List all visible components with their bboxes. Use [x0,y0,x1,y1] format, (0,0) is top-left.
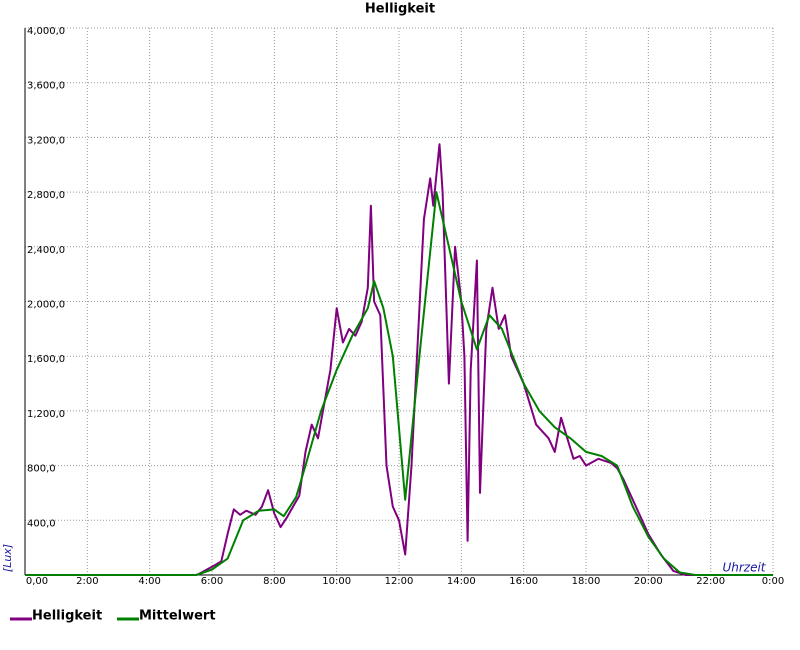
y-tick-label: 4,000,0 [27,26,65,37]
y-tick-label: 3,600,0 [27,81,65,92]
legend-label: Helligkeit [32,609,102,624]
y-tick-label: 2,000,0 [27,300,65,311]
chart-title: Helligkeit [365,2,435,17]
x-tick-label: 12:00 [385,576,414,587]
x-tick-label: 0:00 [762,576,784,587]
y-tick-label: 1,600,0 [27,354,65,365]
x-tick-label: 18:00 [572,576,601,587]
y-tick-label: 2,400,0 [27,245,65,256]
x-tick-label: 0,00 [26,576,48,587]
y-tick-label: 2,800,0 [27,190,65,201]
legend-label: Mittelwert [139,609,216,624]
y-axis-label: [Lux] [1,544,14,572]
y-tick-label: 1,200,0 [27,409,65,420]
x-tick-label: 2:00 [76,576,98,587]
series-line [25,143,773,576]
x-axis-label: Uhrzeit [722,561,766,575]
y-tick-label: 3,200,0 [27,135,65,146]
x-tick-label: 14:00 [447,576,476,587]
x-tick-label: 22:00 [696,576,725,587]
legend: Helligkeit Mittelwert [10,609,216,624]
series-line [25,191,773,576]
x-tick-label: 6:00 [201,576,223,587]
x-tick-label: 10:00 [322,576,351,587]
x-tick-label: 8:00 [263,576,285,587]
x-tick-label: 4:00 [138,576,160,587]
x-tick-label: 20:00 [634,576,663,587]
y-tick-label: 800,0 [27,464,56,475]
x-tick-label: 16:00 [509,576,538,587]
y-tick-label: 400,0 [27,518,56,529]
